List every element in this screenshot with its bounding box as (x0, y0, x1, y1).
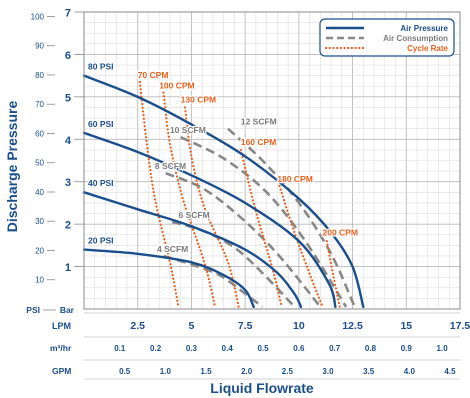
series-label-12-scfm: 12 SCFM (241, 117, 277, 127)
x-tick-gpm: 1.0 (160, 367, 172, 376)
y-tick-psi: 40 (35, 188, 44, 197)
series-line-40-psi (82, 191, 303, 309)
series-label-4-scfm: 4 SCFM (157, 244, 188, 254)
series-line-60-psi (82, 131, 337, 309)
x-tick-m3hr: 0.1 (114, 344, 126, 353)
x-tick-gpm: 1.5 (200, 367, 212, 376)
y-tick-bar: 3 (65, 177, 71, 189)
series-label-40-psi: 40 PSI (88, 178, 114, 188)
x-tick-gpm: 0.5 (119, 367, 131, 376)
y-tick-psi: 30 (35, 217, 44, 226)
x-tick-gpm: 3.5 (363, 367, 375, 376)
y-tick-psi: 60 (35, 129, 44, 138)
y-tick-psi: 50 (35, 159, 44, 168)
series-line-160-cpm (239, 148, 283, 308)
x-tick-gpm: 2.0 (241, 367, 253, 376)
y-tick-bar: 4 (65, 135, 72, 147)
x-tick-m3hr: 0.2 (150, 344, 162, 353)
series-line-180-cpm (278, 184, 324, 308)
series-label-60-psi: 60 PSI (88, 119, 114, 129)
x-tick-lpm: 17.5 (450, 320, 470, 332)
x-unit-m3hr: m³/hr (50, 343, 72, 353)
y-tick-psi: 100 (31, 12, 45, 21)
series-label-8-scfm: 8 SCFM (155, 161, 186, 171)
series-line-200-cpm (325, 240, 341, 308)
y-tick-bar: 2 (65, 220, 71, 232)
series-label-200-cpm: 200 CPM (322, 228, 357, 238)
x-tick-lpm: 7.5 (238, 320, 253, 332)
series-line-130-cpm (183, 106, 240, 308)
x-tick-m3hr: 0.5 (257, 344, 269, 353)
plot-frame (83, 11, 461, 310)
legend-label-cycle-rate: Cycle Rate (407, 44, 448, 53)
y-axis-title: Discharge Pressure (4, 101, 20, 233)
series-label-180-cpm: 180 CPM (277, 174, 312, 184)
x-tick-m3hr: 0.7 (329, 344, 341, 353)
labels-layer: 80 PSI 60 PSI 40 PSI 20 PSI 4 SCFM 6 SCFM 8 SC… (4, 8, 470, 397)
x-tick-lpm: 10 (293, 320, 305, 332)
series-label-80-psi: 80 PSI (88, 62, 114, 72)
legend-label-air-pressure: Air Pressure (400, 24, 448, 33)
plot-border (83, 11, 461, 310)
x-unit-lpm: LPM (52, 321, 71, 331)
series-line-100-cpm (162, 91, 217, 308)
x-tick-m3hr: 0.6 (293, 344, 305, 353)
legend-label-air-consumption: Air Consumption (383, 34, 448, 43)
x-tick-m3hr: 0.4 (222, 344, 234, 353)
x-tick-m3hr: 0.3 (186, 344, 198, 353)
series-line-80-psi (82, 74, 365, 309)
x-tick-lpm: 5 (189, 320, 195, 332)
x-tick-m3hr: 0.9 (401, 344, 413, 353)
series-label-130-cpm: 130 CPM (181, 94, 216, 104)
y-tick-psi: 70 (35, 100, 44, 109)
x-tick-gpm: 4.5 (444, 367, 456, 376)
y-tick-psi: 10 (35, 276, 44, 285)
y-unit-psi: PSI (26, 305, 40, 315)
x-tick-gpm: 2.5 (282, 367, 294, 376)
x-tick-gpm: 4.0 (404, 367, 416, 376)
series-layer (82, 74, 365, 309)
series-label-20-psi: 20 PSI (88, 235, 114, 245)
series-label-160-cpm: 160 CPM (241, 137, 276, 147)
y-tick-bar: 1 (65, 262, 71, 274)
series-line-70-cpm (138, 80, 180, 308)
series-line-20-psi (82, 248, 255, 309)
x-tick-m3hr: 1.0 (437, 344, 449, 353)
y-tick-psi: 20 (35, 246, 44, 255)
x-tick-lpm: 2.5 (130, 320, 145, 332)
series-label-70-cpm: 70 CPM (138, 70, 169, 80)
y-tick-bar: 7 (65, 8, 71, 20)
series-line-8-scfm (165, 171, 322, 308)
y-tick-psi: 80 (35, 71, 44, 80)
y-tick-psi: 90 (35, 42, 44, 51)
x-tick-lpm: 15 (400, 320, 412, 332)
x-unit-gpm: GPM (52, 366, 71, 376)
y-tick-bar: 6 (65, 50, 71, 62)
y-unit-bar: Bar (60, 305, 75, 315)
y-tick-bar: 5 (65, 92, 71, 104)
series-line-10-scfm (180, 136, 348, 308)
x-tick-gpm: 3.0 (322, 367, 334, 376)
series-label-100-cpm: 100 CPM (159, 80, 194, 90)
series-label-6-scfm: 6 SCFM (179, 210, 210, 220)
x-axis-title: Liquid Flowrate (210, 380, 314, 396)
x-tick-lpm: 12.5 (342, 320, 363, 332)
x-tick-m3hr: 0.8 (365, 344, 377, 353)
series-line-12-scfm (227, 127, 356, 308)
series-label-10-scfm: 10 SCFM (170, 125, 206, 135)
